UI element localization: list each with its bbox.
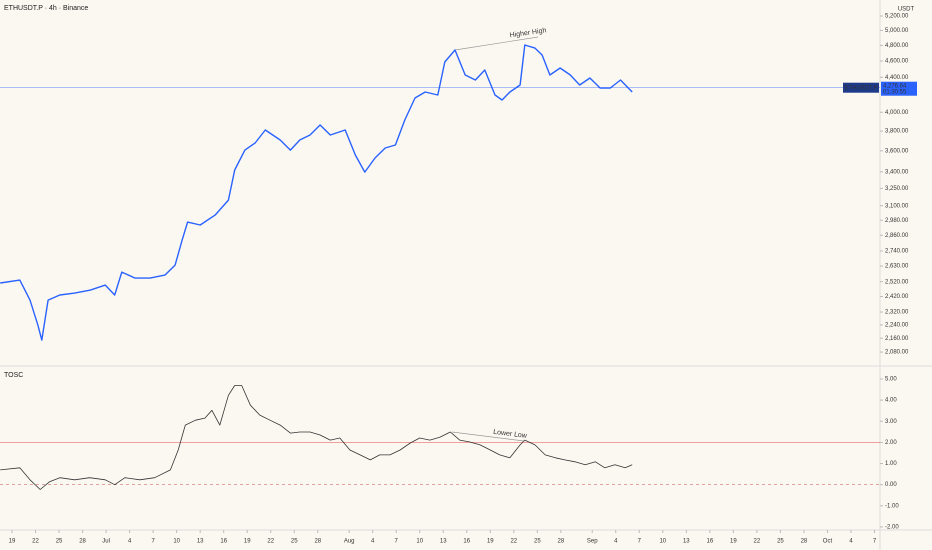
- x-tick-label: Sep: [587, 539, 598, 545]
- y-tick-label: 2,630.00: [885, 264, 909, 270]
- x-tick-label: 7: [873, 539, 877, 545]
- x-tick-label: 22: [754, 539, 761, 545]
- x-tick-label: 16: [463, 539, 470, 545]
- x-tick-label: 25: [777, 539, 784, 545]
- x-tick-label: 25: [56, 539, 63, 545]
- x-tick-label: 13: [683, 539, 690, 545]
- y-tick-label: 2.00: [885, 440, 897, 446]
- x-tick-label: 16: [707, 539, 714, 545]
- x-tick-label: 10: [659, 539, 666, 545]
- x-tick-label: 25: [534, 539, 541, 545]
- symbol-tag: ETHUSDT.P: [844, 85, 877, 91]
- y-tick-label: 4,000.00: [885, 110, 909, 116]
- x-tick-label: 10: [173, 539, 180, 545]
- y-tick-label: -1.00: [885, 503, 899, 509]
- y-tick-label: 2,240.00: [885, 322, 909, 328]
- x-tick-label: 7: [638, 539, 642, 545]
- y-tick-label: 1.00: [885, 461, 897, 467]
- y-tick-label: 3.00: [885, 419, 897, 425]
- annotation-line: [454, 36, 539, 51]
- annotation: Lower Low: [493, 429, 528, 440]
- x-tick-label: 25: [291, 539, 298, 545]
- x-tick-label: 16: [220, 539, 227, 545]
- x-tick-label: 19: [244, 539, 251, 545]
- symbol-tag-box: [843, 82, 879, 93]
- x-tick-label: 13: [197, 539, 204, 545]
- x-tick-label: 7: [151, 539, 155, 545]
- x-tick-label: 7: [395, 539, 399, 545]
- x-tick-label: 4: [128, 539, 132, 545]
- y-tick-label: 2,740.00: [885, 249, 909, 255]
- price-tag-box: [881, 81, 917, 96]
- x-tick-label: 13: [440, 539, 447, 545]
- y-tick-label: 5,000.00: [885, 28, 909, 34]
- x-tick-label: 4: [614, 539, 618, 545]
- y-tick-label: 3,100.00: [885, 203, 909, 209]
- y-tick-label: 3,400.00: [885, 169, 909, 175]
- x-tick-label: 28: [558, 539, 565, 545]
- y-tick-label: 4,600.00: [885, 59, 909, 65]
- x-tick-label: 19: [730, 539, 737, 545]
- price-tag: 4,276.64: [883, 83, 907, 89]
- y-tick-label: 4,400.00: [885, 75, 909, 81]
- series-line: [0, 385, 633, 490]
- annotation-line: [451, 431, 525, 442]
- x-tick-label: 22: [510, 539, 517, 545]
- x-tick-label: 4: [849, 539, 853, 545]
- y-tick-label: 2,520.00: [885, 279, 909, 285]
- y-tick-label: 2,160.00: [885, 336, 909, 342]
- y-tick-label: 3,600.00: [885, 148, 909, 154]
- unit-label: USDT: [898, 7, 915, 13]
- x-tick-label: 28: [79, 539, 86, 545]
- y-tick-label: 2,420.00: [885, 294, 909, 300]
- x-tick-label: 22: [267, 539, 274, 545]
- x-tick-label: 19: [487, 539, 494, 545]
- chart-title: ETHUSDT.P · 4h · Binance: [4, 5, 88, 12]
- y-tick-label: 4,800.00: [885, 43, 909, 49]
- y-tick-label: 0.00: [885, 482, 897, 488]
- y-tick-label: 2,980.00: [885, 218, 909, 224]
- x-tick-label: 22: [32, 539, 39, 545]
- y-tick-label: 3,250.00: [885, 186, 909, 192]
- x-tick-label: 10: [416, 539, 423, 545]
- x-tick-label: 28: [314, 539, 321, 545]
- y-tick-label: 2,320.00: [885, 310, 909, 316]
- y-tick-label: -2.00: [885, 525, 899, 531]
- y-tick-label: 2,080.00: [885, 350, 909, 356]
- x-tick-label: 19: [9, 539, 16, 545]
- y-tick-label: 5.00: [885, 377, 897, 383]
- countdown: 01:30:55: [883, 89, 907, 95]
- x-tick-label: 28: [801, 539, 808, 545]
- y-tick-label: 2,860.00: [885, 233, 909, 239]
- y-tick-label: 3,800.00: [885, 129, 909, 135]
- x-tick-label: Aug: [344, 539, 355, 545]
- y-tick-label: 4.00: [885, 398, 897, 404]
- x-tick-label: Jul: [102, 539, 110, 545]
- y-tick-label: 5,200.00: [885, 14, 909, 20]
- x-tick-label: Oct: [823, 539, 833, 545]
- indicator-title: TOSC: [4, 372, 23, 379]
- series-line: [0, 44, 633, 341]
- x-tick-label: 4: [371, 539, 375, 545]
